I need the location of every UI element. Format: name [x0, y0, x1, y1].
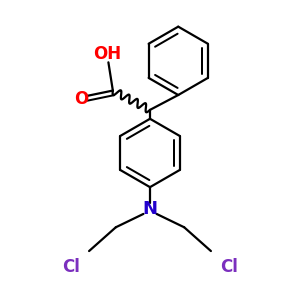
Text: OH: OH — [93, 45, 121, 63]
Text: N: N — [142, 200, 158, 218]
Text: O: O — [74, 90, 89, 108]
Text: Cl: Cl — [62, 258, 80, 276]
Text: Cl: Cl — [220, 258, 238, 276]
